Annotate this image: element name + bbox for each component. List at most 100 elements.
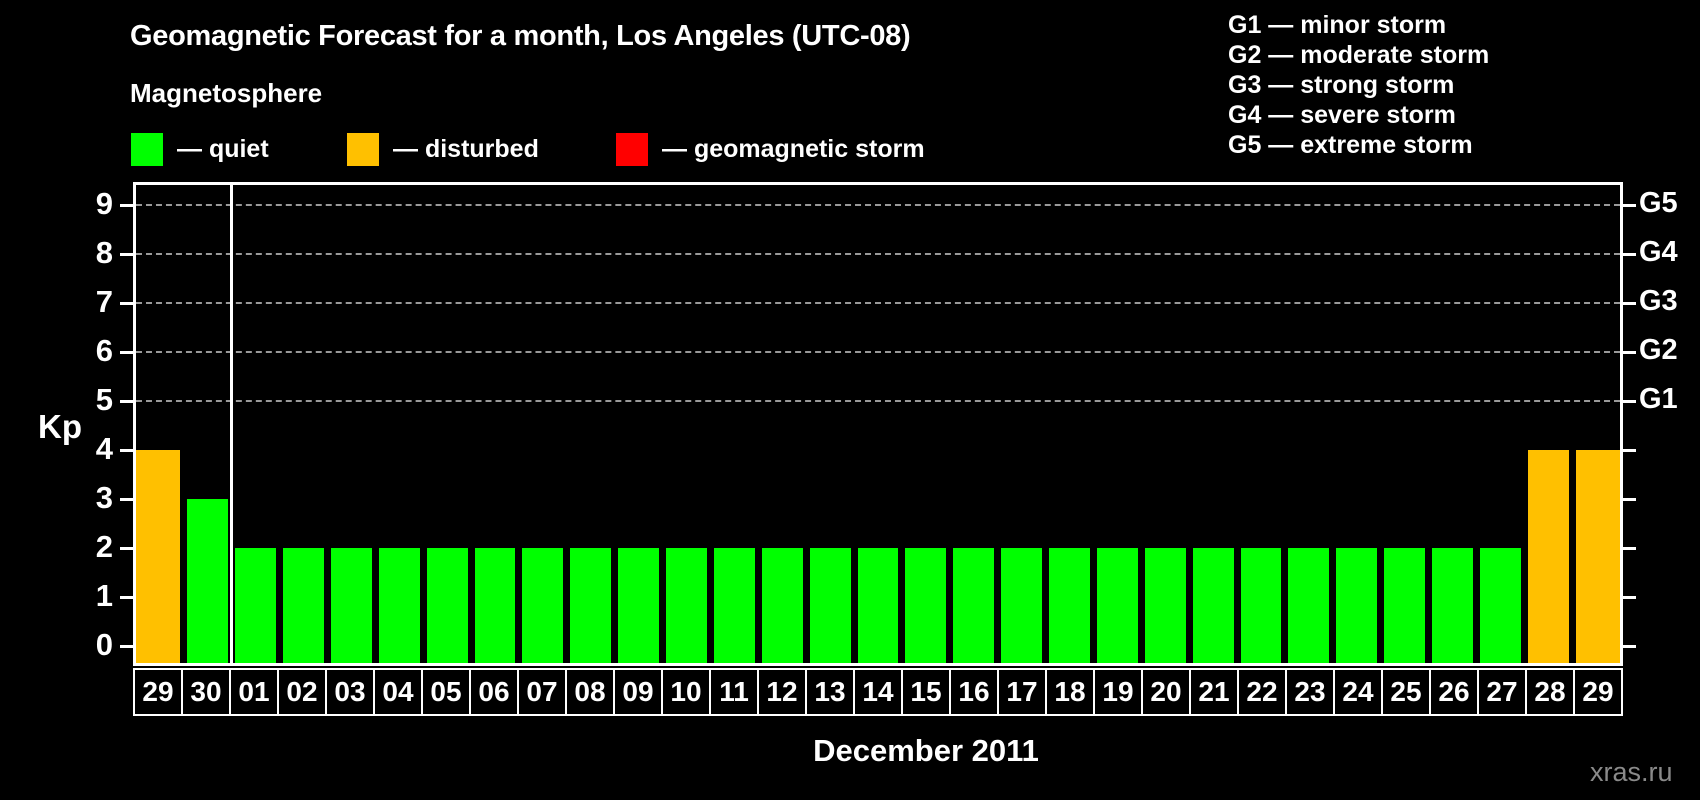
watermark: xras.ru: [1590, 757, 1673, 787]
y-tick-label: 3: [95, 480, 113, 515]
kp-bar-day-09: [618, 548, 660, 663]
kp-bar-day-18: [1049, 548, 1090, 663]
y-axis-title: Kp: [38, 408, 82, 445]
storm-scale-legend: G1 — minor storm G2 — moderate storm G3 …: [1228, 10, 1489, 160]
day-label: 03: [325, 668, 375, 716]
left-axis-tick: [120, 301, 133, 305]
g4-legend-line: G4 — severe storm: [1228, 101, 1456, 129]
day-label: 13: [805, 668, 855, 716]
g3-legend-line: G3 — strong storm: [1228, 71, 1455, 99]
kp-bar-day-23: [1288, 548, 1330, 663]
storm-color-swatch: [616, 132, 648, 166]
kp-bar-day-01: [235, 548, 277, 663]
kp-bar-day-15: [905, 548, 947, 663]
day-label: 21: [1189, 668, 1239, 716]
day-label: 29: [1573, 668, 1623, 716]
kp-bar-day-02: [283, 548, 324, 663]
month-boundary-line: [230, 185, 234, 663]
x-axis-day-labels: 29 30 01 02 03 04 05 06 07 08 09 10 11 12 13 14 15 16 17 18…: [133, 668, 1623, 716]
left-axis-tick: [120, 252, 133, 256]
y-tick-label: 5: [95, 382, 113, 417]
day-label: 14: [853, 668, 903, 716]
day-label: 17: [997, 668, 1047, 716]
day-label: 07: [517, 668, 567, 716]
kp-bar-day-25: [1384, 548, 1425, 663]
kp-bar-day-03: [330, 548, 372, 663]
kp-bar-day-21: [1192, 548, 1234, 663]
kp-bar-day-29: [136, 450, 181, 663]
day-label: 27: [1477, 668, 1527, 716]
g-scale-label-g2: G2: [1639, 334, 1678, 366]
plot-area: [120, 182, 1636, 666]
gridline-g5: [136, 204, 1620, 206]
day-label: 15: [901, 668, 951, 716]
kp-bar-day-16: [953, 548, 995, 663]
day-label: 06: [469, 668, 519, 716]
left-axis-tick: [120, 595, 133, 599]
quiet-label: — quiet: [177, 134, 269, 163]
kp-bar-day-26: [1432, 548, 1473, 663]
g1-legend-line: G1 — minor storm: [1228, 11, 1447, 39]
day-label: 12: [757, 668, 807, 716]
left-axis-tick: [120, 546, 133, 550]
day-label: 25: [1381, 668, 1431, 716]
y-tick-label: 2: [95, 529, 113, 564]
g5-legend-line: G5 — extreme storm: [1228, 131, 1473, 159]
right-axis-tick: [1623, 350, 1636, 354]
kp-bar-day-07: [522, 548, 564, 663]
y-tick-label: 4: [95, 431, 113, 466]
y-tick-label: 1: [95, 578, 113, 613]
right-axis-tick: [1623, 644, 1636, 648]
disturbed-label: — disturbed: [393, 134, 539, 163]
gridline-g1: [136, 400, 1620, 402]
day-label: 01: [229, 668, 279, 716]
kp-bar-day-17: [1001, 548, 1043, 663]
day-label: 05: [421, 668, 471, 716]
kp-bar-day-05: [426, 548, 468, 663]
gridline-g3: [136, 302, 1620, 304]
kp-bar-day-06: [474, 548, 516, 663]
kp-bar-day-10: [666, 548, 707, 663]
day-label: 26: [1429, 668, 1479, 716]
quiet-color-swatch: [131, 132, 163, 166]
y-tick-label: 7: [95, 284, 113, 319]
y-tick-label: 0: [95, 627, 113, 662]
g-scale-label-g5: G5: [1639, 187, 1678, 219]
right-axis-tick: [1623, 595, 1636, 599]
kp-bar-day-04: [378, 548, 420, 663]
right-axis-tick: [1623, 399, 1636, 403]
g-scale-label-g1: G1: [1639, 383, 1678, 415]
y-tick-label: 6: [95, 333, 113, 368]
day-label: 08: [565, 668, 615, 716]
kp-bar-day-12: [761, 548, 803, 663]
gridline-g2: [136, 351, 1620, 353]
left-axis-tick: [120, 203, 133, 207]
kp-bar-day-19: [1096, 548, 1138, 663]
kp-bar-day-27: [1479, 548, 1521, 663]
magnetosphere-label: Magnetosphere: [130, 78, 323, 108]
left-axis-tick: [120, 399, 133, 403]
day-label: 16: [949, 668, 999, 716]
legend-item-quiet: — quiet: [131, 132, 269, 166]
gridline-g4: [136, 253, 1620, 255]
kp-bar-day-14: [857, 548, 899, 663]
y-tick-label: 8: [95, 235, 113, 270]
left-axis-tick: [120, 497, 133, 501]
x-axis-title: December 2011: [813, 733, 1039, 768]
day-label: 04: [373, 668, 423, 716]
kp-bar-day-29: [1575, 450, 1620, 663]
right-axis-tick: [1623, 448, 1636, 452]
right-axis-tick: [1623, 203, 1636, 207]
day-label: 29: [133, 668, 183, 716]
legend-item-disturbed: — disturbed: [347, 132, 539, 166]
kp-bar-day-22: [1240, 548, 1282, 663]
day-label: 28: [1525, 668, 1575, 716]
day-label: 02: [277, 668, 327, 716]
g-scale-label-g4: G4: [1639, 236, 1678, 268]
left-axis-tick: [120, 448, 133, 452]
day-label: 30: [181, 668, 231, 716]
kp-bar-day-24: [1336, 548, 1378, 663]
right-axis-tick: [1623, 252, 1636, 256]
kp-bar-day-08: [570, 548, 612, 663]
y-tick-label: 9: [95, 186, 113, 221]
